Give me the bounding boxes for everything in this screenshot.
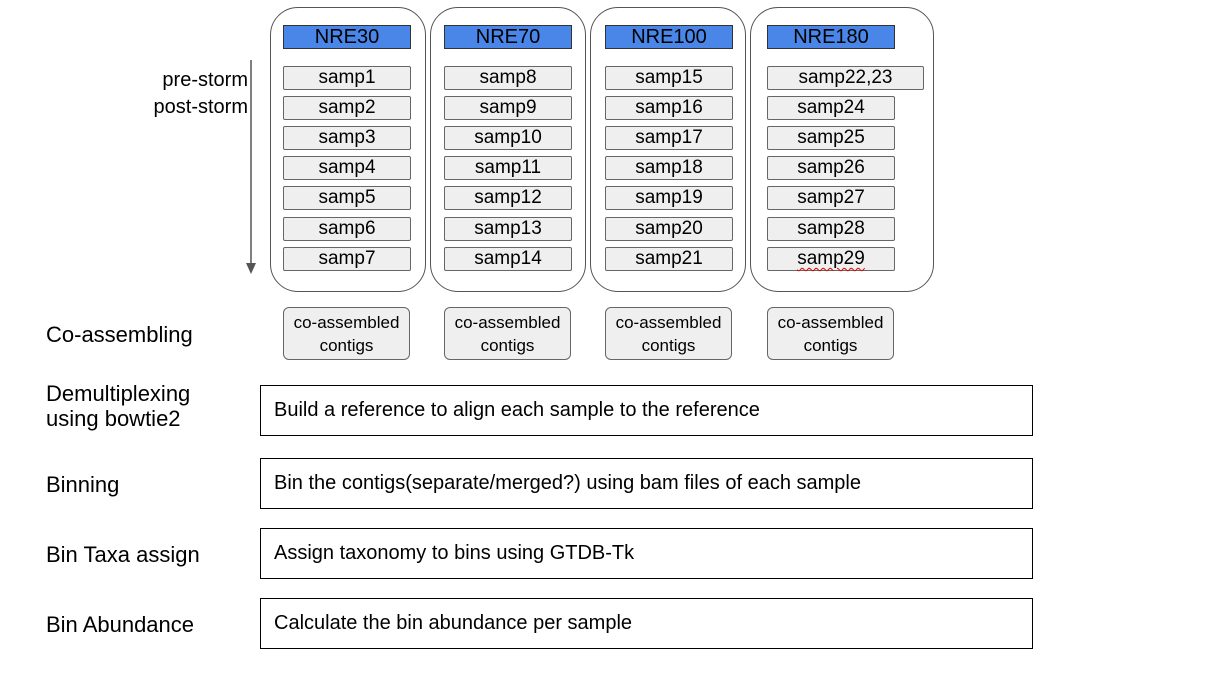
sample-box: samp17	[605, 126, 733, 150]
sample-box: samp16	[605, 96, 733, 120]
sample-box: samp1	[283, 66, 411, 90]
step-box-demultiplexing: Build a reference to align each sample t…	[260, 385, 1033, 436]
sample-box: samp15	[605, 66, 733, 90]
sample-box: samp12	[444, 186, 572, 210]
sample-box: samp6	[283, 217, 411, 241]
sample-box: samp22,23	[767, 66, 924, 90]
sample-box: samp10	[444, 126, 572, 150]
step-label-demultiplexing: Demultiplexing using bowtie2	[46, 381, 191, 431]
sample-box: samp13	[444, 217, 572, 241]
contig-box: co-assembled contigs	[767, 307, 894, 360]
sample-box: samp3	[283, 126, 411, 150]
step-label-taxa: Bin Taxa assign	[46, 542, 200, 567]
time-label-start: pre-storm	[162, 69, 248, 91]
contig-box: co-assembled contigs	[283, 307, 410, 360]
sample-box: samp21	[605, 247, 733, 271]
sample-box: samp4	[283, 156, 411, 180]
sample-box: samp8	[444, 66, 572, 90]
group-header: NRE70	[444, 25, 572, 49]
sample-box: samp14	[444, 247, 572, 271]
sample-box: samp9	[444, 96, 572, 120]
sample-box: samp26	[767, 156, 895, 180]
sample-box: samp28	[767, 217, 895, 241]
sample-box: samp19	[605, 186, 733, 210]
sample-box: samp5	[283, 186, 411, 210]
sample-box: samp24	[767, 96, 895, 120]
step-box-binning: Bin the contigs(separate/merged?) using …	[260, 458, 1033, 509]
sample-box: samp2	[283, 96, 411, 120]
group-header: NRE180	[767, 25, 895, 49]
sample-box: samp27	[767, 186, 895, 210]
sample-label: samp29	[797, 248, 865, 269]
sample-box: samp18	[605, 156, 733, 180]
contig-box: co-assembled contigs	[605, 307, 732, 360]
sample-box: samp25	[767, 126, 895, 150]
sample-box: samp20	[605, 217, 733, 241]
step-label-abundance: Bin Abundance	[46, 612, 195, 637]
sample-box: samp7	[283, 247, 411, 271]
time-arrow	[246, 60, 256, 274]
step-box-abundance: Calculate the bin abundance per sample	[260, 598, 1033, 649]
group-header: NRE30	[283, 25, 411, 49]
sample-box: samp11	[444, 156, 572, 180]
group-header: NRE100	[605, 25, 733, 49]
contig-box: co-assembled contigs	[444, 307, 571, 360]
sample-box: samp29	[767, 247, 895, 271]
time-label-end: post-storm	[153, 96, 248, 118]
step-label-coassembling: Co-assembling	[46, 322, 193, 347]
step-label-binning: Binning	[46, 472, 120, 497]
step-box-taxa: Assign taxonomy to bins using GTDB-Tk	[260, 528, 1033, 579]
